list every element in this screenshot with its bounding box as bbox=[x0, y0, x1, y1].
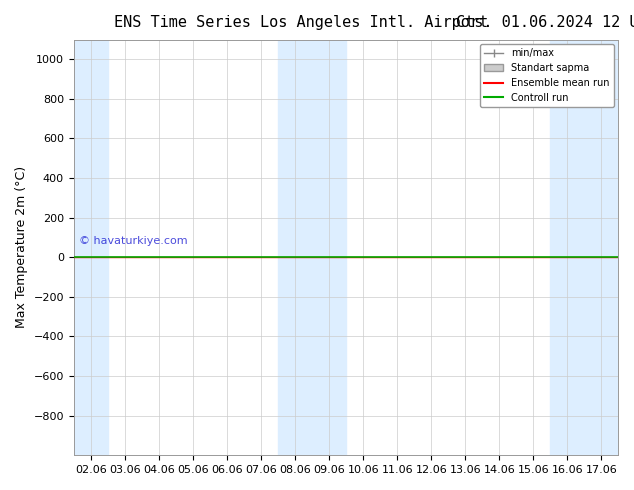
Bar bbox=[585, 40, 619, 455]
Bar bbox=[74, 40, 108, 455]
Text: Cts. 01.06.2024 12 UTC: Cts. 01.06.2024 12 UTC bbox=[456, 15, 634, 30]
Bar bbox=[278, 40, 312, 455]
Text: ENS Time Series Los Angeles Intl. Airport: ENS Time Series Los Angeles Intl. Airpor… bbox=[114, 15, 488, 30]
Y-axis label: Max Temperature 2m (°C): Max Temperature 2m (°C) bbox=[15, 166, 28, 328]
Bar bbox=[550, 40, 585, 455]
Legend: min/max, Standart sapma, Ensemble mean run, Controll run: min/max, Standart sapma, Ensemble mean r… bbox=[480, 45, 614, 107]
Text: © havaturkiye.com: © havaturkiye.com bbox=[79, 236, 188, 246]
Bar bbox=[312, 40, 346, 455]
